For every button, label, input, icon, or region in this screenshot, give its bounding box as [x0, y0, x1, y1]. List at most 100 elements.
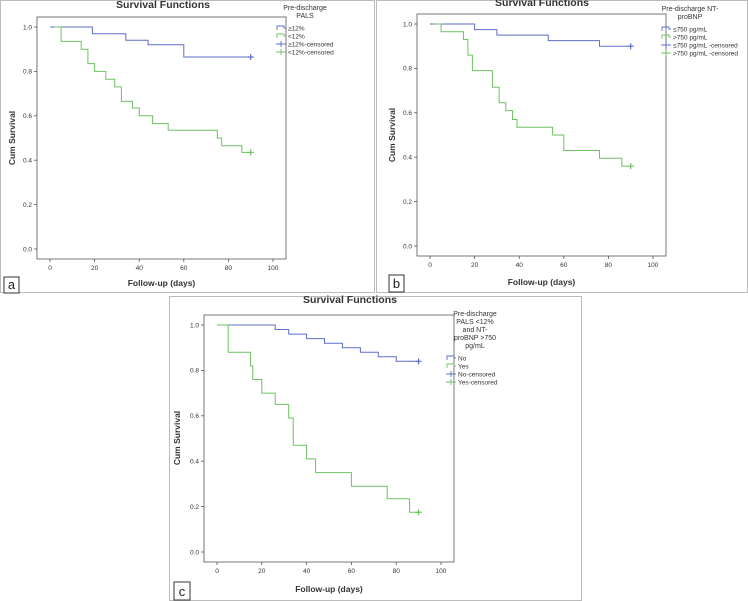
x-axis-label: Follow-up (days): [295, 584, 363, 594]
y-tick-label: 0.6: [403, 110, 412, 117]
x-tick-label: 40: [136, 265, 144, 272]
x-tick-label: 100: [648, 262, 659, 269]
legend-swatch-censor: [276, 41, 286, 47]
y-tick-label: 0.6: [23, 113, 32, 120]
x-tick-label: 80: [393, 568, 401, 575]
x-tick-label: 20: [471, 262, 479, 269]
y-axis-label: Cum Survival: [387, 108, 397, 162]
x-tick-label: 100: [268, 265, 279, 272]
panel-label-box: [388, 274, 405, 293]
panel-c: Survival Functions Cum Survival Follow-u…: [169, 294, 582, 601]
chart-title: Survival Functions: [116, 0, 210, 11]
panel-label: a: [8, 277, 16, 292]
y-tick-label: 1.0: [23, 24, 32, 31]
legend-title: PALS <12%: [456, 319, 493, 326]
censor-mark: [627, 163, 634, 170]
legend-title: Pre-discharge: [453, 311, 497, 318]
y-axis-label: Cum Survival: [7, 111, 17, 165]
x-tick-label: 80: [225, 265, 233, 272]
legend-entry: ≥12%-censored: [288, 42, 334, 49]
censor-mark: [247, 53, 254, 60]
legend-title: and NT-: [463, 327, 489, 334]
y-tick-label: 1.0: [190, 322, 199, 329]
legend-swatch-line: [276, 33, 286, 38]
survival-curve-risk: [434, 23, 631, 167]
legend-swatch-censor: [661, 42, 671, 48]
y-tick-label: 0.0: [23, 246, 32, 253]
legend-title: Pre-discharge NT-: [662, 6, 719, 13]
legend-entry: ≤750 pg/mL: [673, 27, 708, 34]
legend-title: pg/mL: [465, 343, 485, 350]
panel-label: b: [393, 276, 400, 291]
plot-area: [36, 16, 287, 260]
legend-entry: No: [458, 356, 467, 363]
y-tick-label: 0.4: [23, 158, 32, 165]
y-tick-label: 1.0: [403, 21, 412, 28]
legend-swatch-line: [446, 355, 456, 360]
legend-entry: No-censored: [458, 372, 496, 379]
x-tick-label: 40: [516, 262, 524, 269]
panel-b: Survival Functions Cum Survival Follow-u…: [376, 0, 748, 293]
y-tick-label: 0.0: [190, 549, 199, 556]
y-axis-label: Cum Survival: [172, 411, 182, 465]
y-tick-label: 0.4: [403, 155, 412, 162]
x-tick-label: 20: [258, 568, 266, 575]
legend-swatch-censor: [276, 49, 286, 55]
panel-frame: [376, 0, 748, 293]
legend-entry: ≤750 pg/mL -censored: [673, 43, 738, 50]
x-tick-label: 60: [348, 568, 356, 575]
y-tick-label: 0.4: [190, 459, 199, 466]
legend-title: proBNP: [678, 14, 703, 21]
panel-a: Survival Functions Cum Survival Follow-u…: [0, 0, 375, 294]
plot-area: [416, 13, 667, 257]
legend-swatch-censor: [446, 371, 456, 377]
x-tick-label: 0: [215, 568, 219, 575]
legend-title: PALS: [296, 13, 314, 20]
panel-label: c: [179, 584, 186, 599]
survival-curve-risk: [54, 26, 251, 153]
panel-frame: [169, 296, 582, 601]
survival-curve-reference: [217, 324, 419, 362]
legend-swatch-line: [661, 34, 671, 39]
x-tick-label: 60: [560, 262, 568, 269]
panel-frame: [0, 0, 375, 293]
y-tick-label: 0.2: [23, 202, 32, 209]
censor-mark: [415, 509, 422, 516]
survival-curve-risk: [217, 324, 419, 513]
legend-entry: >750 pg/mL: [673, 35, 708, 42]
x-axis-label: Follow-up (days): [128, 278, 196, 288]
censor-mark: [247, 149, 254, 156]
chart-title: Survival Functions: [303, 294, 397, 306]
x-tick-label: 80: [605, 262, 613, 269]
x-tick-label: 60: [180, 265, 188, 272]
y-tick-label: 0.2: [403, 199, 412, 206]
legend-swatch-line: [276, 25, 286, 30]
legend-title: Pre-discharge: [283, 5, 327, 12]
panel-label-box: [173, 581, 191, 601]
censor-mark: [627, 43, 634, 50]
x-tick-label: 40: [303, 568, 311, 575]
x-axis-label: Follow-up (days): [508, 277, 576, 287]
legend-entry: <12%-censored: [288, 50, 334, 57]
survival-curve-reference: [50, 26, 251, 58]
y-tick-label: 0.2: [190, 504, 199, 511]
legend-entry: Yes: [458, 364, 469, 371]
x-tick-label: 20: [91, 265, 99, 272]
legend-entry: Yes-censored: [458, 380, 498, 387]
legend-title: proBNP >750: [454, 335, 496, 342]
y-tick-label: 0.8: [23, 69, 32, 76]
x-tick-label: 100: [436, 568, 447, 575]
plot-area: [203, 314, 455, 563]
censor-mark: [415, 358, 422, 365]
panel-label-box: [3, 276, 20, 294]
y-tick-label: 0.0: [403, 243, 412, 250]
x-tick-label: 0: [428, 262, 432, 269]
legend-swatch-line: [446, 363, 456, 368]
y-tick-label: 0.8: [403, 66, 412, 73]
chart-title: Survival Functions: [495, 0, 589, 9]
y-tick-label: 0.6: [190, 413, 199, 420]
legend-swatch-line: [661, 26, 671, 31]
x-tick-label: 0: [48, 265, 52, 272]
legend-swatch-censor: [446, 379, 456, 385]
